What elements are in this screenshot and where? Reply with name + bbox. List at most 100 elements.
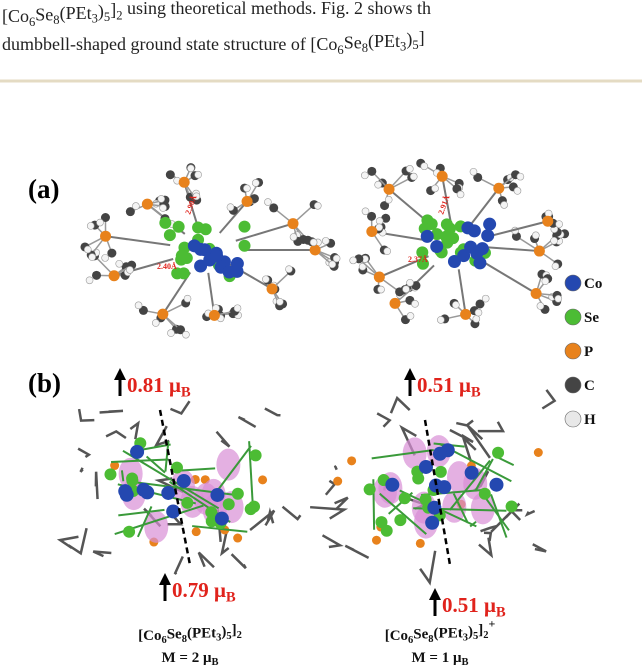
atom xyxy=(195,171,202,178)
bond xyxy=(485,247,540,251)
atom xyxy=(406,165,413,172)
text-run: using theoretical methods. Fig. 2 shows … xyxy=(123,0,431,18)
atom xyxy=(385,478,399,492)
atom xyxy=(421,230,434,243)
atom xyxy=(227,204,234,211)
atom xyxy=(367,167,376,176)
atom xyxy=(285,266,292,273)
atom xyxy=(435,466,447,478)
subscript: 2 xyxy=(483,630,488,641)
arrow-head xyxy=(159,573,171,585)
atom xyxy=(310,245,321,256)
legend-label: C xyxy=(584,378,595,394)
text-run: (PEt xyxy=(60,3,92,24)
atom xyxy=(506,500,518,512)
legend-marker xyxy=(565,309,581,325)
atom xyxy=(182,331,189,338)
atom xyxy=(376,218,383,225)
atom xyxy=(483,218,496,231)
text-run: M = 1 μ xyxy=(412,650,462,666)
text-run: (PEt xyxy=(187,625,216,641)
text-run: M = 2 μ xyxy=(162,650,212,666)
atom xyxy=(514,187,521,194)
text-run: 0.51 μ xyxy=(417,373,471,397)
atom xyxy=(372,536,381,545)
page: {"body_text": {"lines": [ [{"t": "[Co"},… xyxy=(0,0,642,671)
atom xyxy=(473,315,480,322)
bond xyxy=(106,236,171,245)
atom xyxy=(322,237,329,244)
atom xyxy=(333,255,340,262)
atom xyxy=(179,177,190,188)
bond xyxy=(78,449,89,457)
atom xyxy=(390,298,401,309)
caption-moment: M = 1 μB​ xyxy=(412,650,469,668)
atom xyxy=(534,246,545,257)
atom xyxy=(215,512,229,526)
bond xyxy=(217,432,230,447)
atom xyxy=(178,267,190,279)
atom xyxy=(210,249,223,262)
legend-label: Co xyxy=(584,276,602,292)
atom xyxy=(140,485,154,499)
bond xyxy=(459,269,466,314)
atom xyxy=(248,501,260,513)
bond xyxy=(533,544,546,551)
text-run: ] xyxy=(419,28,425,48)
atom xyxy=(276,298,283,305)
atom xyxy=(102,254,109,261)
subscript: 2 xyxy=(237,630,242,641)
bond xyxy=(484,533,491,541)
atom xyxy=(250,449,262,461)
atom xyxy=(84,246,91,253)
atom xyxy=(437,171,448,182)
atom xyxy=(329,261,336,268)
atom xyxy=(231,265,244,278)
atom xyxy=(184,295,191,302)
atom xyxy=(556,221,563,228)
atom xyxy=(394,514,406,526)
atom xyxy=(158,195,165,202)
atom xyxy=(181,252,193,264)
bond xyxy=(456,420,473,425)
text-run: 0.81 μ xyxy=(127,373,181,397)
atom xyxy=(166,170,175,179)
bond xyxy=(170,401,189,413)
arrow-head xyxy=(429,588,441,600)
molecules xyxy=(60,159,569,583)
bond xyxy=(391,398,410,413)
atom xyxy=(444,222,456,234)
atom xyxy=(104,468,116,480)
moment-label: 0.51 μB​ xyxy=(417,373,481,400)
atom xyxy=(460,309,471,320)
atom xyxy=(384,248,391,255)
subscript: B xyxy=(211,657,218,668)
subscript: B xyxy=(471,384,481,400)
subscript: B xyxy=(461,657,468,668)
bond xyxy=(93,551,111,556)
subscript: B xyxy=(226,589,236,605)
atom xyxy=(384,184,395,195)
atom xyxy=(412,473,424,485)
atom xyxy=(262,276,269,283)
atom xyxy=(534,448,543,457)
atom xyxy=(239,221,251,233)
body-text: [Co6​Se8​(PEt3​)5​]2​ using theoretical … xyxy=(2,0,431,29)
bond xyxy=(232,554,246,568)
atom xyxy=(403,286,410,293)
bond xyxy=(199,553,214,568)
atom xyxy=(407,312,414,319)
atom xyxy=(157,309,168,320)
atom xyxy=(457,191,464,198)
bond xyxy=(100,411,123,413)
atom xyxy=(159,217,171,229)
bond xyxy=(345,546,368,558)
atom xyxy=(416,539,425,548)
atom xyxy=(209,310,220,321)
atom xyxy=(475,309,482,316)
text-run: Se xyxy=(344,32,362,52)
atom xyxy=(489,478,503,492)
atom xyxy=(232,488,244,500)
text-run: [Co xyxy=(2,6,29,26)
atom xyxy=(177,474,191,488)
